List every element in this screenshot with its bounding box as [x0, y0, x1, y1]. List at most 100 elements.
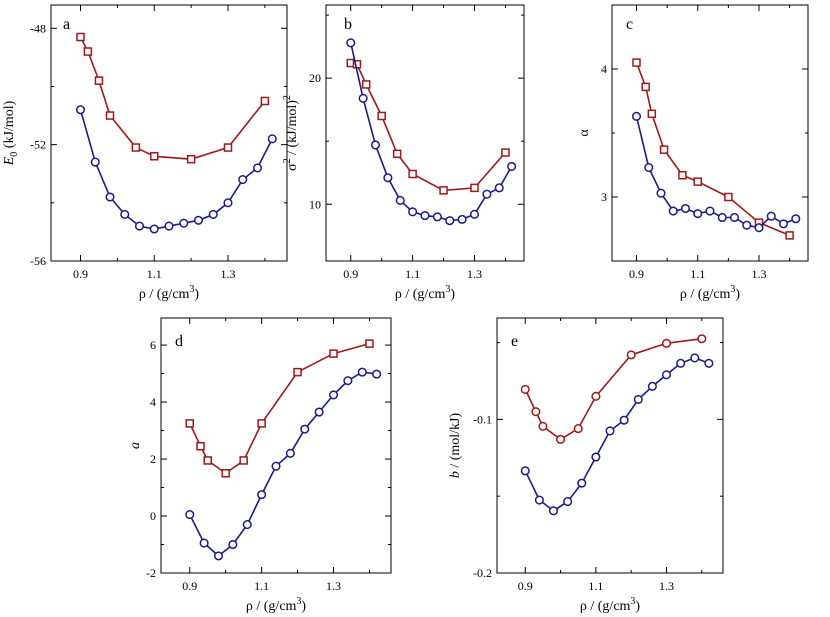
- data-point: [445, 216, 455, 226]
- data-point: [534, 495, 544, 505]
- data-point: [293, 367, 302, 377]
- y-axis-label: a: [128, 442, 143, 449]
- x-tick-label: 1.3: [659, 579, 674, 593]
- series-red: [76, 32, 270, 164]
- data-point: [221, 469, 230, 478]
- data-point: [203, 456, 212, 465]
- data-point: [260, 96, 270, 106]
- data-point: [633, 394, 643, 404]
- x-tick-label: 0.9: [629, 267, 644, 281]
- data-point: [105, 192, 115, 202]
- plot-frame: [325, 4, 525, 262]
- data-point: [238, 174, 248, 185]
- data-point: [661, 370, 672, 380]
- data-point: [591, 452, 601, 462]
- x-tick-label: 1.3: [752, 267, 767, 281]
- x-tick-label: 1.1: [690, 267, 705, 281]
- data-point: [365, 339, 374, 348]
- data-point: [520, 384, 530, 394]
- data-point: [395, 195, 405, 206]
- data-point: [285, 448, 295, 458]
- data-point: [556, 434, 566, 444]
- data-point: [659, 145, 669, 154]
- panel-label: b: [344, 16, 352, 33]
- data-point: [729, 212, 740, 223]
- data-point: [358, 93, 368, 103]
- data-point: [785, 231, 794, 240]
- data-point: [724, 192, 733, 202]
- y-tick-label: 2: [150, 452, 156, 466]
- data-point: [120, 209, 130, 220]
- data-point: [693, 177, 702, 186]
- data-point: [626, 350, 636, 360]
- data-point: [185, 510, 195, 520]
- panel-b: 0.9 1.1 1.3 10 20 b ρ / (g/cm3) σ2 / (kJ/mol)2: [282, 4, 525, 302]
- x-tick-label: 0.9: [73, 267, 88, 281]
- data-point: [149, 224, 159, 234]
- data-point: [791, 214, 801, 224]
- data-point: [164, 221, 174, 231]
- data-point: [131, 143, 141, 152]
- series-line: [189, 371, 377, 557]
- data-point: [76, 32, 85, 42]
- data-point: [661, 338, 672, 348]
- data-point: [697, 334, 707, 344]
- data-point: [644, 163, 654, 173]
- data-point: [239, 456, 248, 465]
- data-point: [242, 520, 252, 530]
- data-point: [199, 538, 209, 548]
- panel-label: a: [63, 16, 70, 33]
- panel-label: d: [175, 333, 183, 350]
- data-point: [186, 154, 196, 164]
- data-point: [531, 407, 541, 417]
- data-point: [392, 149, 402, 159]
- series-line: [79, 36, 266, 161]
- plot-frame: [50, 4, 288, 262]
- x-tick-label: 1.3: [326, 579, 341, 593]
- panel-a: 0.9 1.1 1.3 -56 -52 -48 a ρ / (g/cm3) E0 (kJ/mol…: [2, 4, 288, 302]
- data-point: [228, 539, 238, 550]
- x-tick-label: 1.1: [405, 267, 420, 281]
- data-point: [457, 214, 467, 224]
- x-tick-label: 1.3: [467, 267, 482, 281]
- data-point: [439, 186, 448, 195]
- series-red: [520, 334, 707, 444]
- data-point: [501, 148, 510, 157]
- data-point: [300, 424, 310, 434]
- data-point: [591, 391, 601, 401]
- y-tick-label: -48: [30, 21, 46, 35]
- series-blue: [520, 353, 714, 516]
- data-point: [680, 203, 691, 214]
- data-point: [94, 76, 104, 85]
- data-point: [267, 134, 277, 144]
- panel-c: 0.9 1.1 1.3 3 4 c ρ / (g/cm3) α: [577, 4, 809, 302]
- y-tick-label: 0: [150, 509, 156, 523]
- data-point: [778, 219, 789, 229]
- y-tick-label: 20: [309, 71, 321, 85]
- x-axis-label: ρ / (g/cm3): [139, 284, 200, 302]
- data-point: [678, 170, 687, 180]
- data-point: [690, 353, 700, 363]
- data-point: [420, 211, 430, 221]
- data-point: [90, 157, 100, 167]
- y-tick-label: -0.1: [473, 412, 492, 426]
- plot-frame: [160, 317, 392, 574]
- data-point: [538, 421, 548, 431]
- data-point: [329, 349, 338, 358]
- y-tick-label: 4: [601, 62, 607, 76]
- data-point: [372, 369, 382, 379]
- data-point: [432, 212, 442, 222]
- x-tick-label: 1.1: [254, 579, 269, 593]
- data-point: [271, 461, 281, 471]
- x-axis-label: ρ / (g/cm3): [395, 284, 456, 302]
- data-point: [693, 209, 703, 219]
- data-point: [408, 207, 418, 217]
- data-point: [185, 419, 194, 428]
- series-line: [350, 62, 507, 192]
- data-point: [647, 381, 657, 391]
- data-point: [75, 105, 86, 115]
- data-point: [208, 209, 218, 220]
- data-point: [343, 376, 353, 386]
- data-point: [632, 58, 641, 67]
